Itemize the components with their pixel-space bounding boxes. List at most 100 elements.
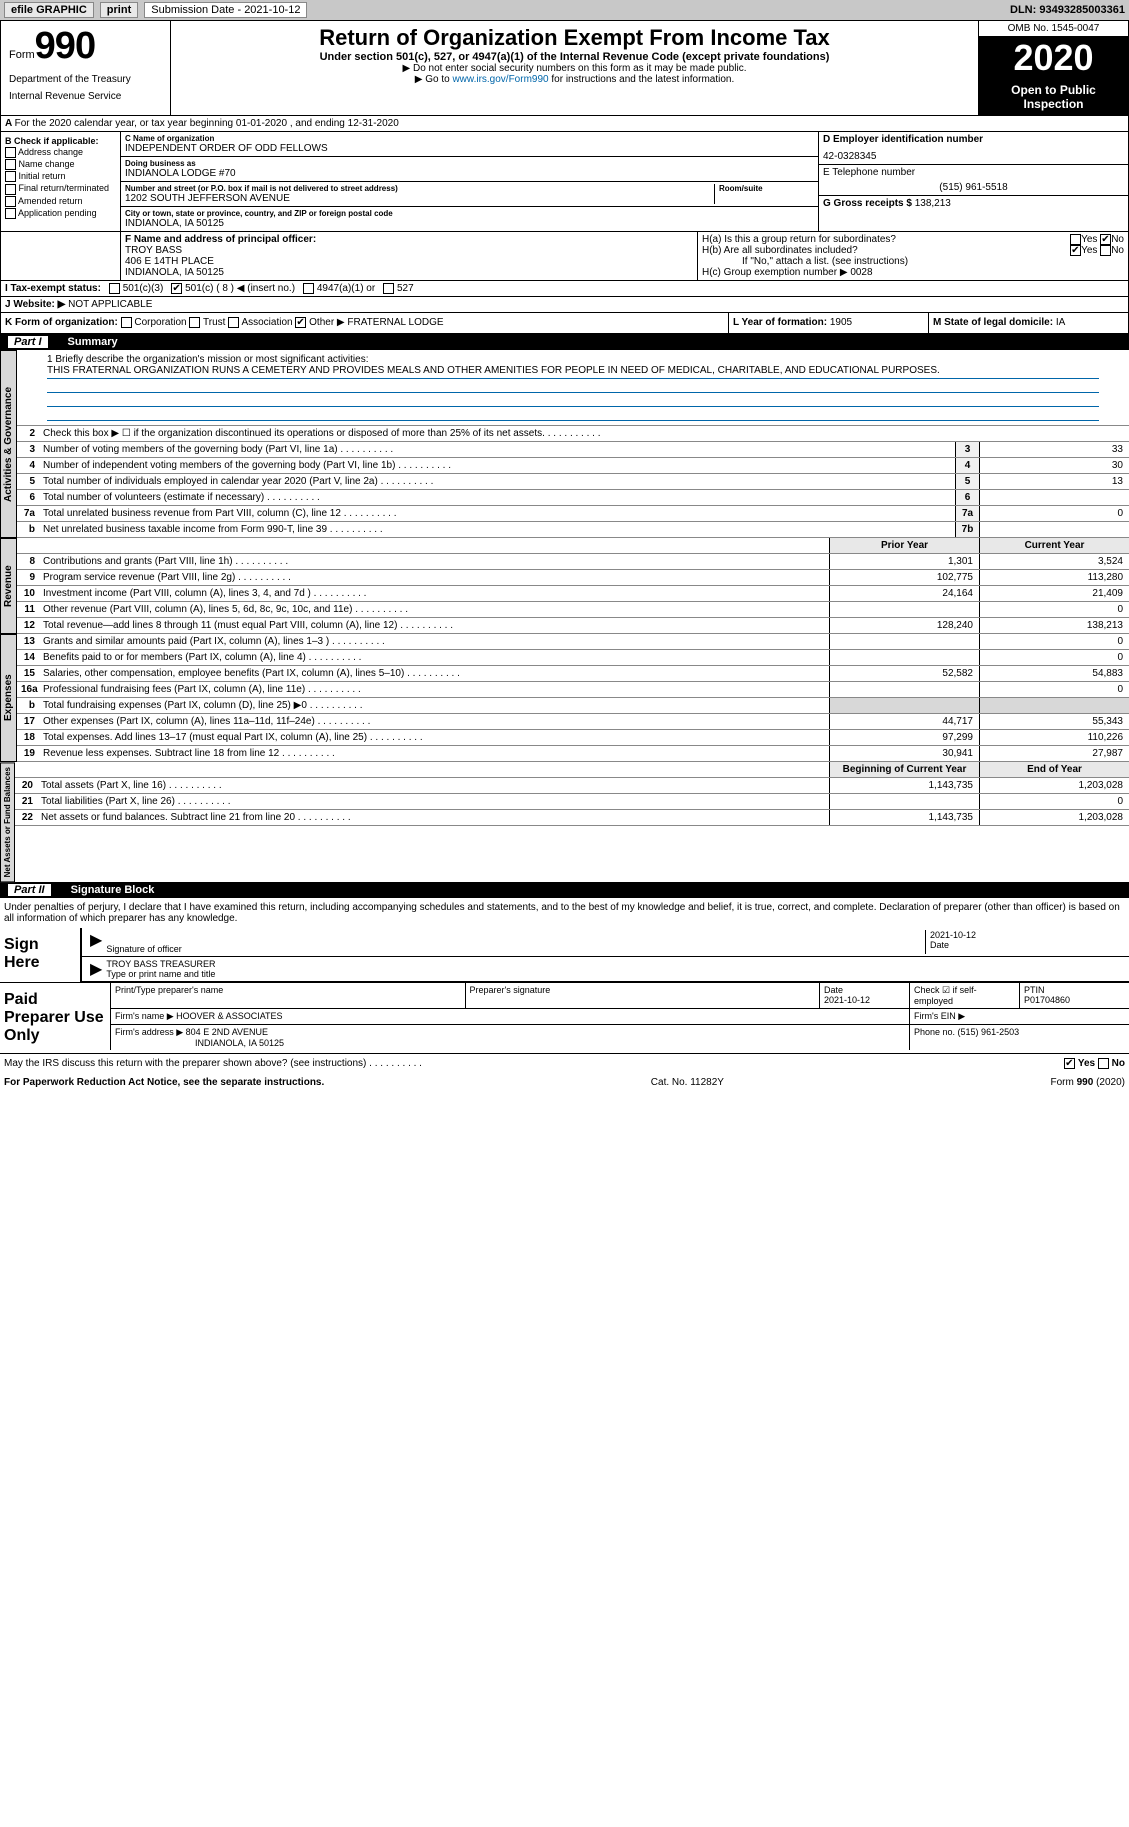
firm-ein: Firm's EIN ▶	[909, 1009, 1129, 1024]
dba-cell: Doing business asINDIANOLA LODGE #70	[121, 157, 818, 182]
line-13: 13Grants and similar amounts paid (Part …	[17, 634, 1129, 650]
vert-expenses: Expenses	[0, 634, 17, 762]
line-11: 11Other revenue (Part VIII, column (A), …	[17, 602, 1129, 618]
sign-here-block: Sign Here ▶Signature of officer2021-10-1…	[0, 928, 1129, 982]
tax-year: 2020	[979, 37, 1128, 79]
chk-final-return[interactable]: Final return/terminated	[5, 183, 116, 194]
box-c: C Name of organizationINDEPENDENT ORDER …	[121, 132, 818, 231]
part-1-title: Summary	[68, 336, 118, 348]
chk-initial-return[interactable]: Initial return	[5, 171, 116, 182]
line-14: 14Benefits paid to or for members (Part …	[17, 650, 1129, 666]
line-7a: 7aTotal unrelated business revenue from …	[17, 506, 1129, 522]
vert-governance: Activities & Governance	[0, 350, 17, 538]
vert-net-assets: Net Assets or Fund Balances	[0, 762, 15, 882]
prep-ptin: PTINP01704860	[1019, 983, 1129, 1008]
efile-label: efile GRAPHIC	[4, 2, 94, 18]
form-word: Form	[9, 49, 35, 61]
line-16a: 16aProfessional fundraising fees (Part I…	[17, 682, 1129, 698]
summary-table: Activities & Governance 1 Briefly descri…	[0, 350, 1129, 538]
open-to-public: Open to Public Inspection	[979, 79, 1128, 115]
line-19: 19Revenue less expenses. Subtract line 1…	[17, 746, 1129, 762]
firm-phone: Phone no. (515) 961-2503	[909, 1025, 1129, 1050]
footer-cat: Cat. No. 11282Y	[651, 1077, 724, 1088]
line-18: 18Total expenses. Add lines 13–17 (must …	[17, 730, 1129, 746]
section-b-to-g: B Check if applicable: Address change Na…	[0, 132, 1129, 232]
line-4: 4Number of independent voting members of…	[17, 458, 1129, 474]
prep-self-emp: Check ☑ if self-employed	[909, 983, 1019, 1008]
mission-text: THIS FRATERNAL ORGANIZATION RUNS A CEMET…	[47, 365, 1099, 379]
line-6: 6Total number of volunteers (estimate if…	[17, 490, 1129, 506]
paid-preparer-label: Paid Preparer Use Only	[0, 983, 110, 1053]
form-header: Form990 Department of the Treasury Inter…	[0, 20, 1129, 116]
form-number: 990	[35, 25, 95, 68]
addr-cell: Number and street (or P.O. box if mail i…	[121, 182, 818, 207]
line-20: 20Total assets (Part X, line 16)1,143,73…	[15, 778, 1129, 794]
footer-form: Form 990 (2020)	[1051, 1077, 1125, 1088]
box-m: M State of legal domicile: IA	[928, 313, 1128, 332]
prep-sig-label: Preparer's signature	[465, 983, 820, 1008]
form-id-box: Form990 Department of the Treasury Inter…	[1, 21, 171, 115]
row-j: J Website: ▶ NOT APPLICABLE	[0, 297, 1129, 313]
top-bar: efile GRAPHIC print Submission Date - 20…	[0, 0, 1129, 20]
line-2: 2Check this box ▶ ☐ if the organization …	[17, 426, 1129, 442]
print-button[interactable]: print	[100, 2, 138, 18]
chk-527[interactable]: 527	[383, 283, 413, 294]
line-b: bTotal fundraising expenses (Part IX, co…	[17, 698, 1129, 714]
row-k-l-m: K Form of organization: Corporation Trus…	[0, 313, 1129, 333]
col-headers-na: Beginning of Current Year End of Year	[15, 762, 1129, 778]
box-k: K Form of organization: Corporation Trus…	[1, 313, 728, 332]
chk-name-change[interactable]: Name change	[5, 159, 116, 170]
line-17: 17Other expenses (Part IX, column (A), l…	[17, 714, 1129, 730]
line-3: 3Number of voting members of the governi…	[17, 442, 1129, 458]
form-note-link: ▶ Go to www.irs.gov/Form990 for instruct…	[175, 74, 974, 85]
line-15: 15Salaries, other compensation, employee…	[17, 666, 1129, 682]
form-title: Return of Organization Exempt From Incom…	[175, 25, 974, 51]
page-footer: For Paperwork Reduction Act Notice, see …	[0, 1073, 1129, 1092]
col-headers-rev: Prior Year Current Year	[17, 538, 1129, 554]
chk-4947[interactable]: 4947(a)(1) or	[303, 283, 375, 294]
paid-preparer-block: Paid Preparer Use Only Print/Type prepar…	[0, 982, 1129, 1053]
box-d-e-g: D Employer identification number42-03283…	[818, 132, 1128, 231]
box-h: H(a) Is this a group return for subordin…	[698, 232, 1128, 280]
line-b: bNet unrelated business taxable income f…	[17, 522, 1129, 538]
line-12: 12Total revenue—add lines 8 through 11 (…	[17, 618, 1129, 634]
prep-date: Date2021-10-12	[819, 983, 909, 1008]
firm-name: Firm's name ▶ HOOVER & ASSOCIATES	[110, 1009, 909, 1024]
submission-date: Submission Date - 2021-10-12	[144, 2, 307, 18]
form-note-ssn: ▶ Do not enter social security numbers o…	[175, 63, 974, 74]
dept-irs: Internal Revenue Service	[9, 91, 162, 102]
chk-501c[interactable]: 501(c) ( 8 ) ◀ (insert no.)	[171, 283, 295, 294]
chk-address-change[interactable]: Address change	[5, 147, 116, 158]
firm-addr: Firm's address ▶ 804 E 2ND AVENUEINDIANO…	[110, 1025, 909, 1050]
chk-app-pending[interactable]: Application pending	[5, 208, 116, 219]
box-b-label: B Check if applicable:	[5, 136, 99, 146]
org-name-cell: C Name of organizationINDEPENDENT ORDER …	[121, 132, 818, 157]
chk-501c3[interactable]: 501(c)(3)	[109, 283, 163, 294]
line-9: 9Program service revenue (Part VIII, lin…	[17, 570, 1129, 586]
title-box: Return of Organization Exempt From Incom…	[171, 21, 978, 115]
part-2-header: Part II Signature Block	[0, 882, 1129, 898]
footer-left: For Paperwork Reduction Act Notice, see …	[4, 1077, 324, 1088]
row-f-h: F Name and address of principal officer:…	[0, 232, 1129, 281]
irs-link[interactable]: www.irs.gov/Form990	[452, 74, 548, 85]
dln: DLN: 93493285003361	[1010, 4, 1125, 16]
box-f: F Name and address of principal officer:…	[121, 232, 698, 280]
row-i-tax-status: I Tax-exempt status: 501(c)(3) 501(c) ( …	[0, 281, 1129, 297]
prep-name-label: Print/Type preparer's name	[110, 983, 465, 1008]
part-2-title: Signature Block	[71, 884, 155, 896]
sig-declaration: Under penalties of perjury, I declare th…	[0, 898, 1129, 928]
line-10: 10Investment income (Part VIII, column (…	[17, 586, 1129, 602]
form-subtitle: Under section 501(c), 527, or 4947(a)(1)…	[175, 51, 974, 63]
city-cell: City or town, state or province, country…	[121, 207, 818, 231]
mission-block: 1 Briefly describe the organization's mi…	[17, 350, 1129, 426]
line-8: 8Contributions and grants (Part VIII, li…	[17, 554, 1129, 570]
chk-amended[interactable]: Amended return	[5, 196, 116, 207]
row-a-tax-year: A For the 2020 calendar year, or tax yea…	[0, 116, 1129, 132]
part-1-header: Part I Summary	[0, 334, 1129, 350]
dept-treasury: Department of the Treasury	[9, 74, 162, 85]
line-5: 5Total number of individuals employed in…	[17, 474, 1129, 490]
line-22: 22Net assets or fund balances. Subtract …	[15, 810, 1129, 826]
omb-number: OMB No. 1545-0047	[979, 21, 1128, 37]
part-1-num: Part I	[8, 336, 48, 348]
box-b: B Check if applicable: Address change Na…	[1, 132, 121, 231]
